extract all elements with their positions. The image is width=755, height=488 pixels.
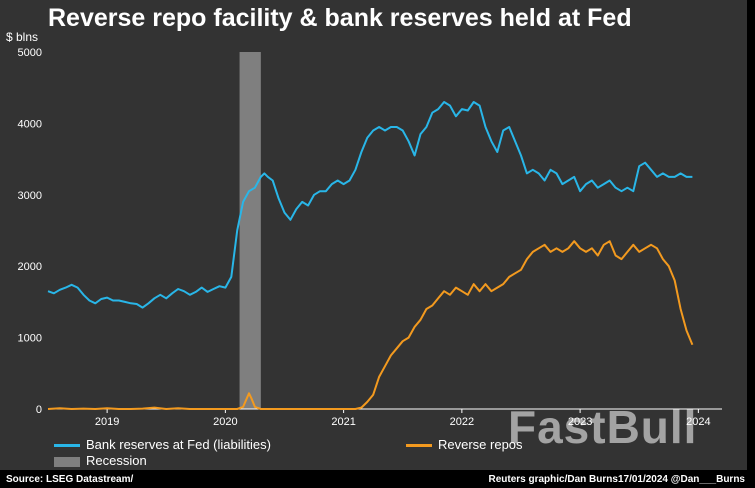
chart-panel: Reverse repo facility & bank reserves he… bbox=[0, 0, 747, 470]
x-tick-label: 2024 bbox=[686, 416, 710, 428]
y-axis-label: $ blns bbox=[6, 30, 39, 44]
y-tick-label: 3000 bbox=[18, 190, 42, 202]
legend-swatch-recession bbox=[54, 456, 80, 467]
source-note: Source: LSEG Datastream/ bbox=[6, 474, 134, 485]
chart-title: Reverse repo facility & bank reserves he… bbox=[48, 4, 632, 32]
series-line-reserves bbox=[47, 101, 693, 309]
legend-label-reserves: Bank reserves at Fed (liabilities) bbox=[86, 437, 271, 452]
x-tick-label: 2020 bbox=[213, 416, 237, 428]
x-tick-label: 2023 bbox=[568, 416, 592, 428]
legend-label-repos: Reverse repos bbox=[438, 437, 523, 452]
y-tick-label: 5000 bbox=[18, 47, 42, 59]
legend-item-repos: Reverse repos bbox=[406, 437, 523, 452]
legend-swatch-repos bbox=[406, 444, 432, 448]
legend-label-recession: Recession bbox=[86, 453, 147, 468]
recession-band bbox=[239, 52, 261, 409]
y-tick-label: 1000 bbox=[18, 333, 42, 345]
legend-item-recession: Recession bbox=[54, 453, 147, 468]
y-tick-label: 2000 bbox=[18, 261, 42, 273]
y-tick-label: 4000 bbox=[18, 118, 42, 130]
y-tick-label: 0 bbox=[36, 404, 42, 416]
legend-item-reserves: Bank reserves at Fed (liabilities) bbox=[54, 437, 271, 452]
legend-swatch-reserves bbox=[54, 444, 80, 448]
credit-note: Reuters graphic/Dan Burns17/01/2024 @Dan… bbox=[488, 474, 745, 485]
x-tick-label: 2022 bbox=[450, 416, 474, 428]
watermark-logo: FastBull bbox=[508, 401, 698, 453]
x-tick-label: 2021 bbox=[331, 416, 355, 428]
x-tick-label: 2019 bbox=[95, 416, 119, 428]
series-line-repos bbox=[47, 240, 694, 410]
plot-area: 0 1000 2000 3000 4000 5000 2019 2020 2021 2022 202… bbox=[18, 47, 722, 428]
